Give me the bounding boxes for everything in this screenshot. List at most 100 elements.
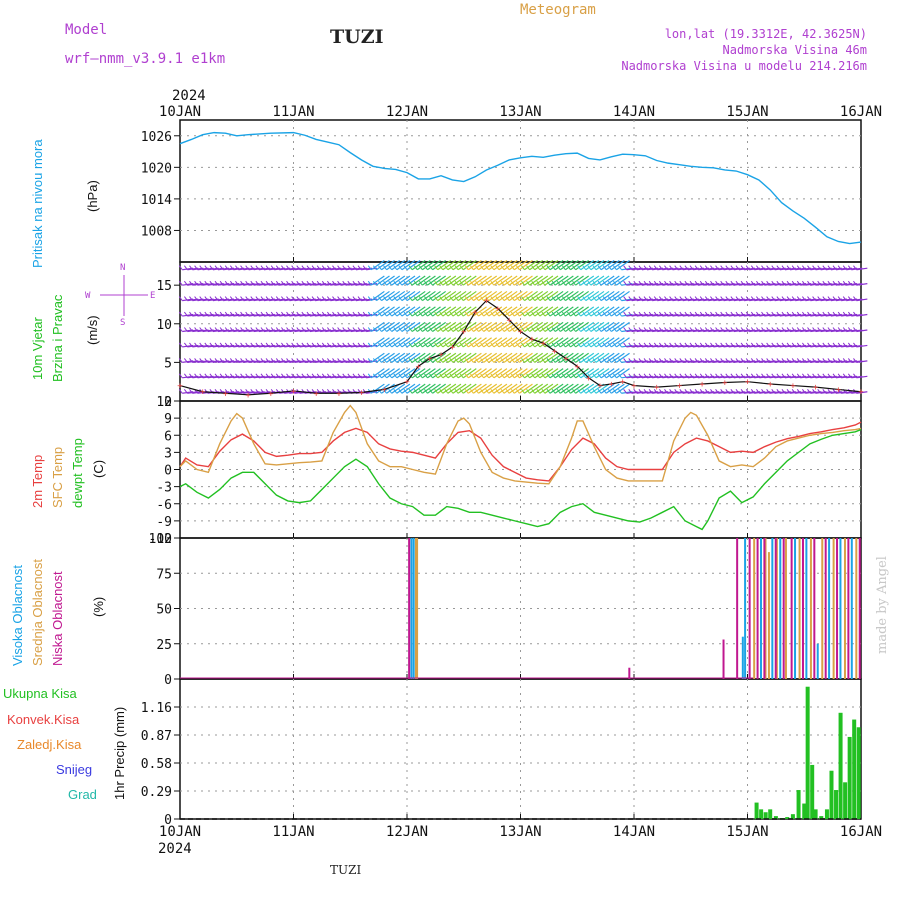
wind-barb-flag bbox=[321, 311, 326, 317]
wind-barb-flag bbox=[526, 373, 530, 379]
wind-barb-flag bbox=[281, 388, 285, 394]
wind-barb-flag bbox=[224, 342, 229, 348]
wind-barb bbox=[595, 368, 610, 379]
wind-barb-flag bbox=[189, 311, 193, 317]
wind-barb-flag bbox=[469, 358, 474, 363]
wind-barb-flag bbox=[602, 373, 607, 379]
wind-barb-flag bbox=[275, 373, 280, 379]
wind-barb bbox=[580, 275, 595, 286]
wind-barb-flag bbox=[822, 280, 827, 286]
wind-barb-flag bbox=[505, 311, 510, 317]
wind-barb-flag bbox=[408, 311, 413, 317]
wind-barb-flag bbox=[337, 265, 342, 271]
wind-barb-flag bbox=[337, 280, 342, 286]
wind-barb-flag bbox=[429, 265, 433, 271]
y-tick-label: -12 bbox=[149, 532, 172, 547]
wind-barb-flag bbox=[781, 373, 786, 379]
wind-barb-flag bbox=[219, 311, 224, 317]
wind-barb-flag bbox=[832, 358, 837, 363]
wind-barb-flag bbox=[822, 388, 827, 394]
wind-barb-flag bbox=[623, 342, 628, 348]
wind-barb-flag bbox=[367, 373, 372, 379]
wind-barb-flag bbox=[286, 358, 290, 363]
wind-barb bbox=[539, 383, 554, 394]
wind-barb-flag bbox=[337, 311, 342, 317]
wind-barb-flag bbox=[796, 265, 801, 271]
wind-barb bbox=[381, 352, 395, 363]
wind-barb bbox=[575, 321, 589, 332]
wind-barb-flag bbox=[679, 342, 684, 348]
wind-barb bbox=[595, 383, 610, 394]
wind-barb-flag bbox=[286, 373, 290, 379]
wind-barb-flag bbox=[607, 388, 612, 394]
wind-barb bbox=[570, 352, 584, 363]
wind-barb-flag bbox=[485, 358, 490, 363]
wind-barb-flag bbox=[771, 296, 776, 301]
wind-barb bbox=[406, 321, 421, 332]
wind-barb-flag bbox=[674, 358, 679, 363]
wind-barb-flag bbox=[224, 296, 229, 301]
wind-barb bbox=[437, 260, 452, 271]
wind-barb-flag bbox=[270, 265, 275, 271]
wind-barb-flag bbox=[796, 280, 801, 286]
wind-barb-flag bbox=[745, 296, 750, 301]
wind-barb-flag bbox=[408, 327, 413, 332]
wind-barb-flag bbox=[393, 373, 398, 379]
wind-barb-flag bbox=[250, 358, 255, 363]
wind-barb bbox=[488, 275, 503, 286]
wind-barb bbox=[513, 383, 528, 394]
wind-barb-flag bbox=[189, 296, 193, 301]
wind-barb-flag bbox=[607, 296, 612, 301]
wind-barb-flag bbox=[321, 358, 326, 363]
wind-barb-flag bbox=[204, 327, 209, 332]
wind-barb-flag bbox=[275, 265, 280, 271]
wind-barb-flag bbox=[240, 342, 244, 348]
wind-barb-flag bbox=[505, 280, 510, 286]
wind-barb bbox=[585, 321, 600, 332]
wind-barb-flag bbox=[735, 342, 740, 348]
wind-barb bbox=[386, 352, 401, 363]
y-tick-label: 10 bbox=[156, 318, 172, 333]
precip-bar bbox=[829, 770, 834, 819]
wind-barb-flag bbox=[740, 265, 745, 271]
wind-barb-flag bbox=[444, 280, 449, 286]
wind-barb-flag bbox=[454, 327, 459, 332]
wind-barb-flag bbox=[459, 388, 464, 394]
wind-barb bbox=[554, 260, 569, 271]
wind-barb bbox=[432, 368, 446, 379]
wind-barb-flag bbox=[495, 296, 500, 301]
wind-barb-flag bbox=[454, 373, 459, 379]
wind-gust-marker: + bbox=[620, 378, 626, 388]
wind-barb-flag bbox=[281, 296, 285, 301]
wind-barb-flag bbox=[485, 280, 490, 286]
wind-barb-flag bbox=[362, 280, 367, 286]
cloud-bar-0 bbox=[741, 636, 744, 679]
wind-barb-flag bbox=[250, 342, 255, 348]
wind-barb-flag bbox=[730, 358, 735, 363]
y-tick-label: 1026 bbox=[141, 130, 172, 145]
wind-barb-flag bbox=[699, 388, 704, 394]
wind-barb-flag bbox=[224, 327, 229, 332]
wind-barb-flag bbox=[434, 311, 439, 317]
wind-barb bbox=[478, 383, 492, 394]
wind-barb-flag bbox=[199, 373, 204, 379]
wind-barb bbox=[559, 321, 574, 332]
wind-barb-flag bbox=[735, 373, 740, 379]
wind-barb-flag bbox=[265, 265, 270, 271]
wind-barb-flag bbox=[531, 327, 536, 332]
wind-barb-flag bbox=[311, 342, 316, 348]
wind-barb-flag bbox=[761, 373, 765, 379]
wind-barb bbox=[519, 337, 533, 348]
wind-barb-flag bbox=[807, 388, 811, 394]
wind-barb bbox=[376, 352, 390, 363]
wind-barb-flag bbox=[301, 342, 306, 348]
wind-barb-flag bbox=[209, 327, 214, 332]
wind-barb-flag bbox=[771, 373, 776, 379]
wind-barb-flag bbox=[776, 327, 781, 332]
wind-barb-flag bbox=[495, 311, 500, 317]
wind-barb-flag bbox=[194, 265, 198, 271]
wind-barb-flag bbox=[648, 342, 653, 348]
wind-barb bbox=[559, 352, 574, 363]
wind-barb-flag bbox=[669, 358, 673, 363]
precip-legend-snow: Snijeg bbox=[56, 762, 92, 777]
